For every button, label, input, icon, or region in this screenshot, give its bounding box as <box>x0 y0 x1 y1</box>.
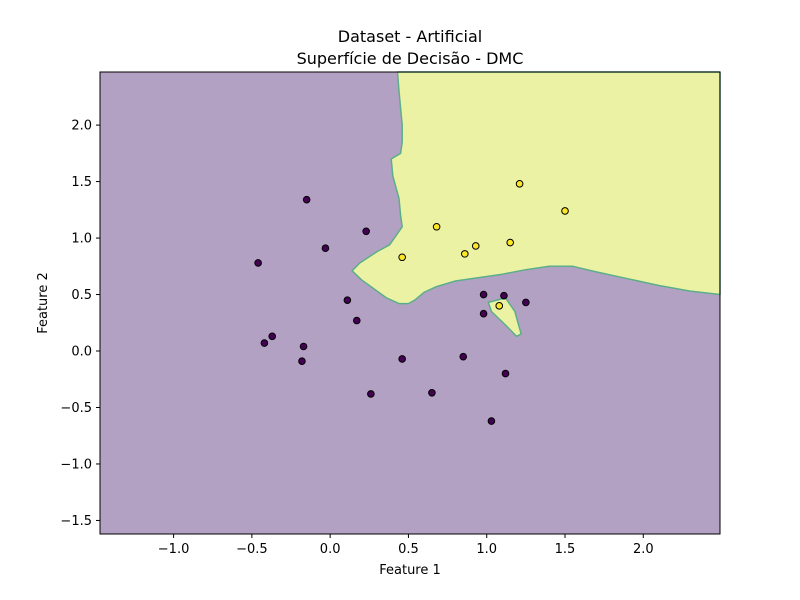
class0-point <box>352 316 361 325</box>
class0-point <box>522 298 530 307</box>
class0-point <box>500 291 508 300</box>
x-axis: −1.0 −0.5 0.0 0.5 1.0 1.5 2.0 <box>158 534 654 557</box>
y-tick-label: 0.5 <box>71 288 92 303</box>
y-axis-label: Feature 2 <box>36 272 51 334</box>
class1-point <box>515 180 524 188</box>
plot-area <box>99 71 721 535</box>
class0-point <box>299 342 308 351</box>
x-axis-label: Feature 1 <box>379 563 441 578</box>
class0-point <box>260 339 269 347</box>
chart-title: Dataset - Artificial <box>338 27 482 46</box>
y-tick-label: −1.0 <box>60 457 92 472</box>
class0-point <box>298 357 306 365</box>
class1-point <box>398 253 406 262</box>
x-tick-label: 0.0 <box>320 542 341 557</box>
x-tick-label: −0.5 <box>236 542 268 557</box>
class0-point <box>302 195 311 204</box>
class0-point <box>487 417 496 425</box>
class0-point <box>479 290 488 299</box>
y-tick-label: 2.0 <box>71 119 92 134</box>
class0-point <box>321 244 330 253</box>
class0-point <box>398 355 406 363</box>
class1-point <box>460 250 469 258</box>
class1-point <box>432 222 441 231</box>
class1-point <box>506 238 515 247</box>
x-tick-label: 2.0 <box>633 542 654 557</box>
class0-point <box>501 369 510 378</box>
class1-point <box>471 242 480 250</box>
x-tick-label: 0.5 <box>398 542 419 557</box>
y-tick-label: 1.0 <box>71 232 92 247</box>
x-tick-label: 1.0 <box>476 542 497 557</box>
class0-point <box>459 352 468 361</box>
class0-point <box>428 389 436 397</box>
class1-point <box>561 207 569 215</box>
y-tick-label: −1.5 <box>60 514 92 529</box>
class0-point <box>362 227 370 236</box>
plot-frame <box>99 71 721 535</box>
class0-point <box>367 390 375 398</box>
x-tick-label: −1.0 <box>158 542 190 557</box>
x-tick-label: 1.5 <box>555 542 576 557</box>
class0-point <box>268 332 277 341</box>
y-tick-label: −0.5 <box>60 401 92 416</box>
class0-point <box>254 259 262 267</box>
class1-region-main <box>351 71 721 305</box>
scatter-points <box>254 180 569 425</box>
y-axis: −1.5 −1.0 −0.5 0.0 0.5 1.0 1.5 2.0 <box>60 119 100 529</box>
class0-point <box>479 309 488 318</box>
class0-point <box>343 296 352 304</box>
y-tick-label: 0.0 <box>71 345 92 360</box>
chart-subtitle: Superfície de Decisão - DMC <box>297 49 524 68</box>
y-tick-label: 1.5 <box>71 175 92 190</box>
class1-point <box>495 302 504 310</box>
